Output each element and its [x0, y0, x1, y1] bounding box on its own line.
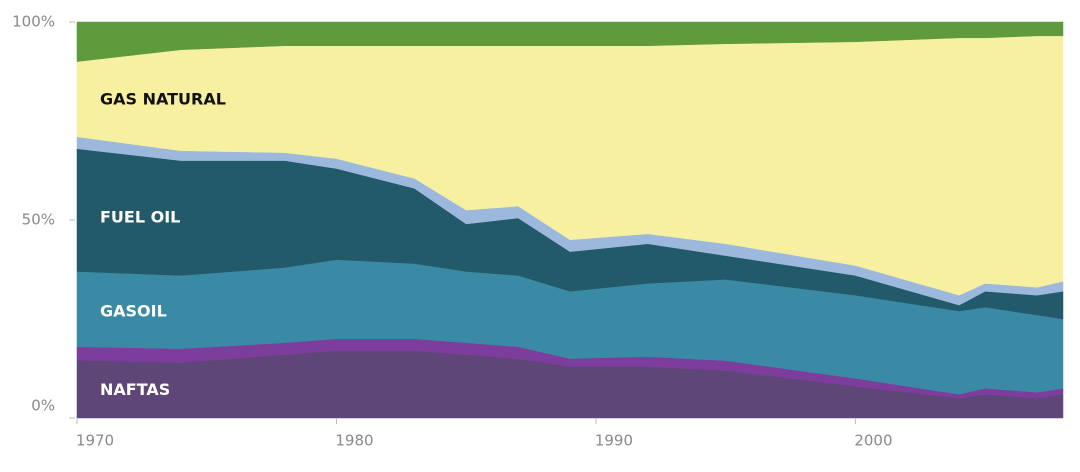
series-label: GASOIL: [100, 302, 167, 321]
x-tick-label: 1990: [595, 432, 633, 450]
y-tick-label: 50%: [22, 211, 55, 229]
series-label: NAFTAS: [100, 380, 170, 399]
x-tick-label: 2000: [854, 432, 892, 450]
y-tick-label: 0%: [31, 397, 55, 415]
x-tick-label: 1980: [335, 432, 373, 450]
area: [76, 21, 1064, 62]
series-label: FUEL OIL: [100, 208, 180, 227]
x-tick-label: 1970: [76, 432, 114, 450]
series-label: GAS NATURAL: [100, 90, 226, 109]
y-tick-label: 100%: [12, 13, 55, 31]
